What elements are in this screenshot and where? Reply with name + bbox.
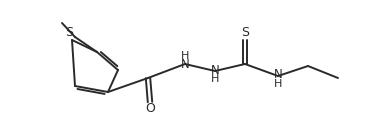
Text: S: S — [65, 26, 73, 39]
Text: O: O — [145, 102, 155, 116]
Text: S: S — [241, 26, 249, 39]
Text: N: N — [211, 64, 219, 76]
Text: H: H — [181, 51, 189, 61]
Text: N: N — [274, 69, 282, 82]
Text: H: H — [211, 74, 219, 84]
Text: H: H — [274, 79, 282, 89]
Text: N: N — [180, 58, 190, 71]
